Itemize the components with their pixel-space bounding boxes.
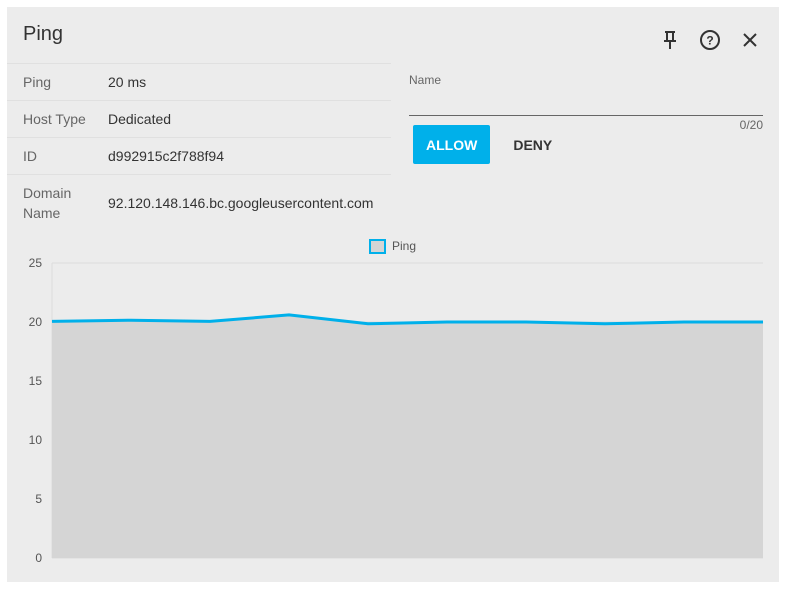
y-tick-label: 10: [29, 433, 43, 447]
name-counter: 0/20: [739, 118, 763, 132]
allow-button[interactable]: ALLOW: [413, 125, 491, 164]
detail-row-ping: Ping 20 ms: [7, 63, 391, 100]
series-area: [52, 314, 763, 558]
legend-swatch: [369, 239, 386, 254]
detail-row-host-type: Host Type Dedicated: [7, 100, 391, 137]
name-label: Name: [409, 73, 442, 87]
dialog-title: Ping: [23, 23, 64, 45]
name-input[interactable]: [409, 89, 763, 116]
svg-text:?: ?: [706, 34, 713, 48]
y-tick-label: 25: [29, 256, 43, 270]
deny-button[interactable]: DENY: [500, 125, 565, 164]
detail-value: 92.120.148.146.bc.googleusercontent.com: [108, 195, 374, 211]
pin-icon[interactable]: [659, 29, 681, 51]
detail-row-domain-name: Domain Name 92.120.148.146.bc.googleuserc…: [7, 174, 391, 231]
detail-value: d992915c2f788f94: [108, 148, 224, 164]
detail-key: Domain Name: [23, 185, 72, 221]
series-line: [51, 313, 763, 326]
detail-key: ID: [23, 148, 37, 164]
details-table: Ping 20 ms Host Type Dedicated ID d992915c2…: [7, 63, 391, 231]
help-icon[interactable]: ?: [699, 29, 721, 51]
y-tick-label: 15: [29, 374, 43, 388]
detail-value: Dedicated: [108, 111, 172, 127]
y-tick-label: 0: [35, 551, 42, 565]
detail-value: 20 ms: [108, 74, 147, 90]
detail-key: Host Type: [23, 111, 86, 127]
name-form: Name 0/20: [409, 73, 763, 132]
close-icon[interactable]: [739, 29, 761, 51]
detail-key: Ping: [23, 74, 52, 90]
y-tick-label: 5: [35, 492, 42, 506]
legend-label: Ping: [392, 239, 416, 253]
y-tick-label: 20: [29, 315, 43, 329]
detail-row-id: ID d992915c2f788f94: [7, 137, 391, 174]
